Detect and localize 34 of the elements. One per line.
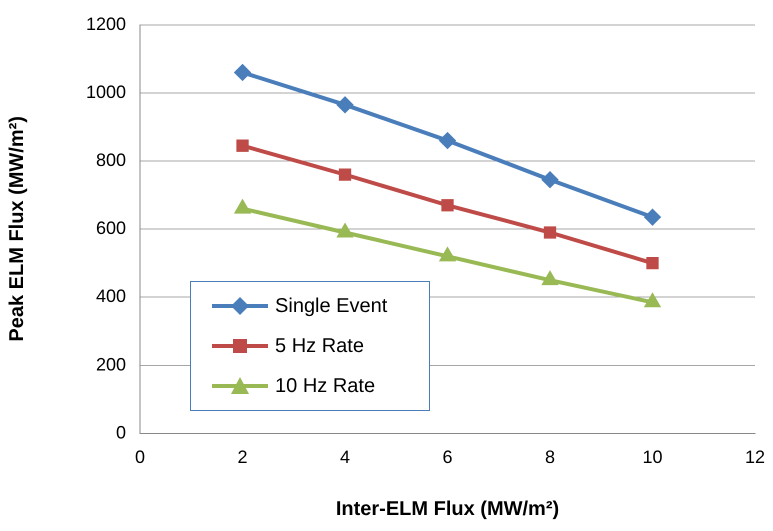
point — [544, 226, 556, 239]
legend-label: 10 Hz Rate — [275, 374, 376, 398]
x-axis-title: Inter-ELM Flux (MW/m²) — [334, 498, 560, 521]
x-tick-label: 6 — [442, 447, 453, 468]
point — [236, 140, 249, 152]
x-tick-label: 10 — [642, 447, 663, 468]
point — [644, 292, 661, 308]
point — [336, 223, 354, 238]
x-tick-label: 8 — [545, 447, 556, 468]
point — [644, 208, 661, 226]
point — [542, 171, 559, 188]
y-tick-label: 1200 — [86, 14, 126, 34]
point — [439, 246, 456, 262]
point — [439, 132, 456, 150]
point — [234, 64, 252, 81]
x-tick-label: 2 — [238, 447, 248, 468]
point — [336, 96, 354, 114]
y-tick-label: 0 — [116, 422, 126, 442]
point — [338, 168, 352, 181]
point — [441, 199, 454, 212]
y-tick-label: 800 — [96, 150, 126, 170]
y-tick-label: 1000 — [86, 82, 126, 102]
point — [542, 270, 558, 286]
x-tick-label: 12 — [744, 447, 766, 468]
point — [646, 256, 659, 270]
y-tick-label: 400 — [96, 286, 126, 306]
x-tick-label: 4 — [340, 447, 350, 468]
point — [234, 199, 251, 214]
legend-label: 5 Hz Rate — [275, 334, 364, 358]
legend-label: Single Event — [275, 294, 388, 318]
y-tick-label: 600 — [96, 218, 126, 238]
y-tick-label: 200 — [96, 354, 126, 374]
x-tick-label: 0 — [135, 447, 146, 468]
y-axis-title: Peak ELM Flux (MW/m²) — [6, 115, 29, 344]
